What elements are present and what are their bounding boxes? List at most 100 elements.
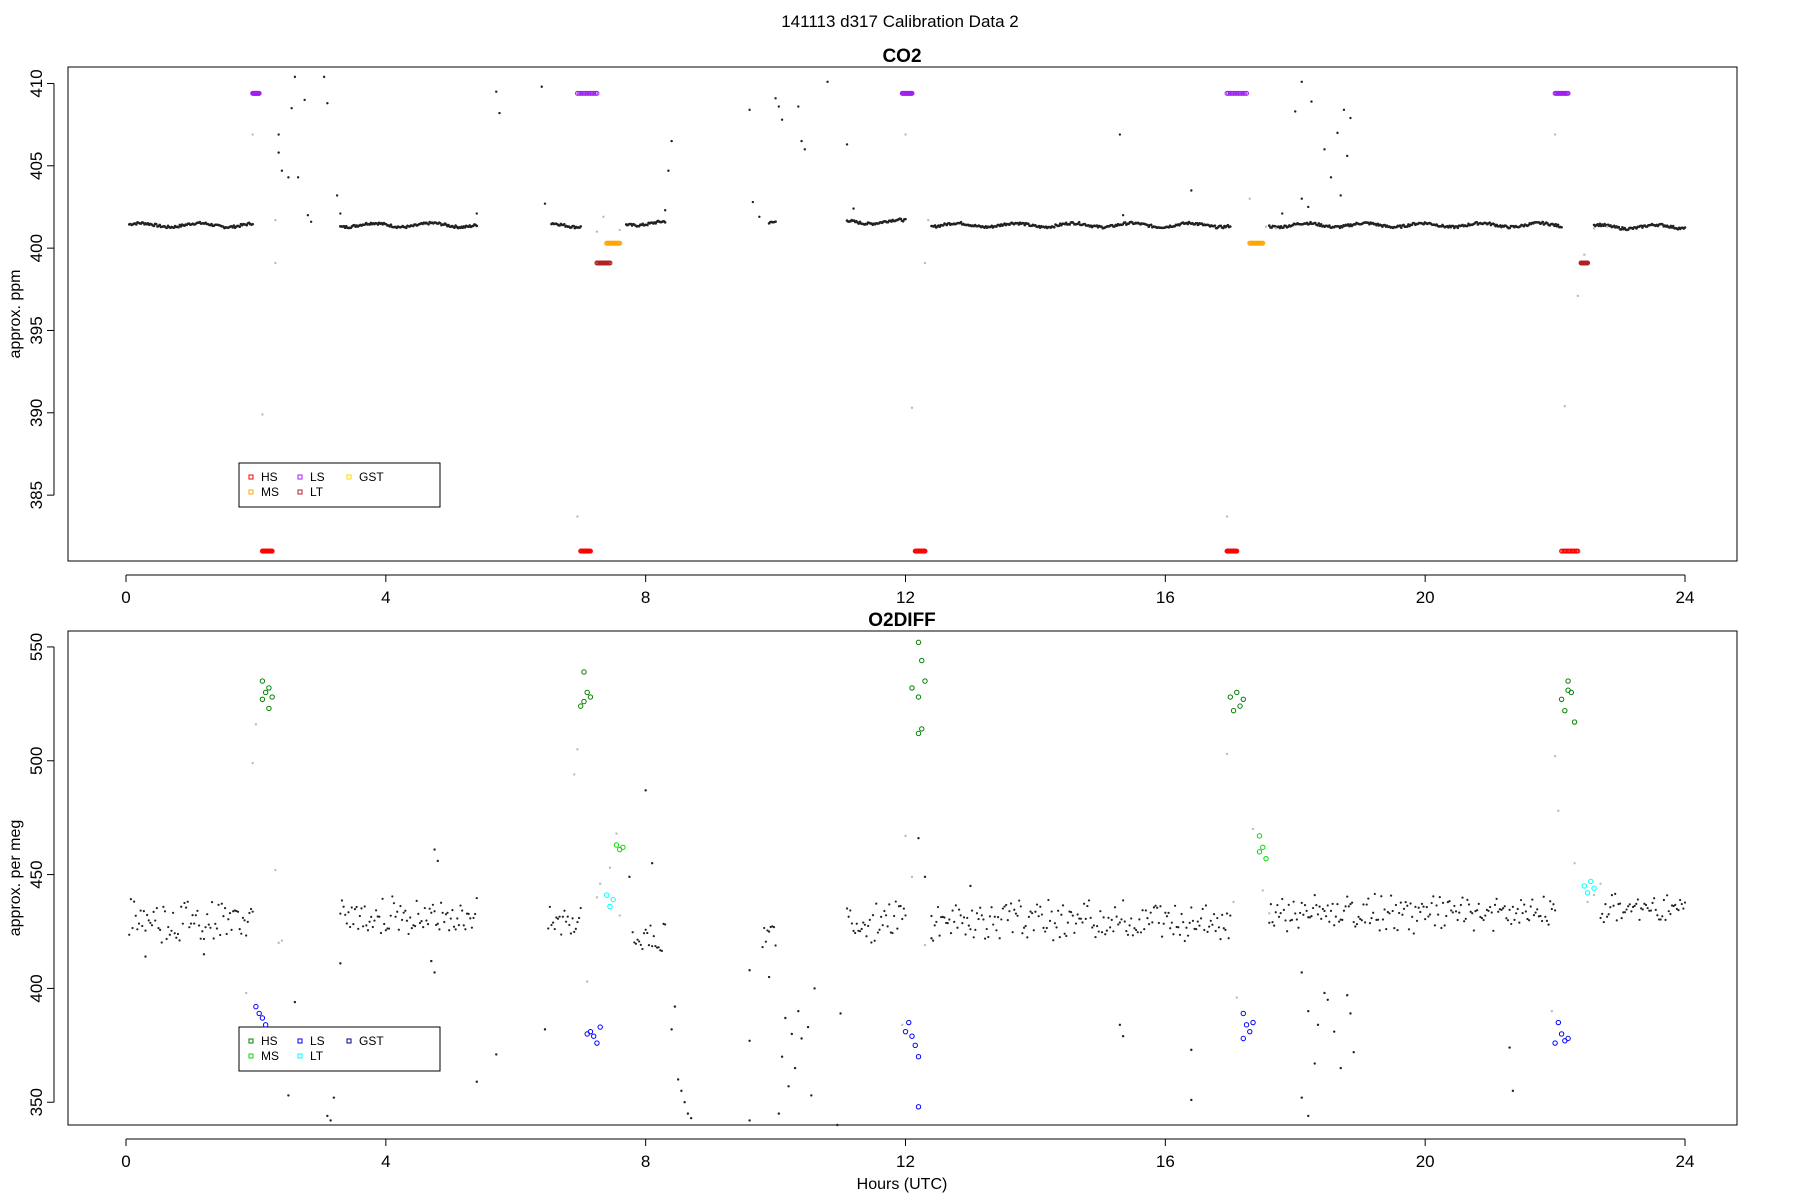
co2-data-point	[1281, 212, 1284, 215]
o2diff-data-point	[897, 905, 901, 908]
co2-cal-ls-point	[576, 90, 582, 96]
o2diff-data-point	[1199, 917, 1203, 920]
o2diff-data-point	[418, 921, 422, 925]
co2-data-point	[758, 215, 761, 219]
o2diff-data-point	[923, 875, 927, 879]
o2diff-data-point	[1547, 923, 1550, 926]
co2-data-point	[1329, 176, 1333, 179]
o2diff-data-point	[1295, 918, 1298, 921]
o2diff-data-point	[1008, 910, 1011, 913]
o2diff-data-point	[1389, 894, 1393, 897]
co2-data-point	[165, 226, 169, 230]
o2diff-data-point	[676, 1078, 680, 1081]
o2diff-data-point	[326, 1114, 329, 1118]
co2-transition-point	[1248, 197, 1251, 200]
o2diff-data-point	[543, 1028, 547, 1031]
o2diff-data-point	[1341, 918, 1344, 922]
co2-cal-ls-point	[1237, 90, 1243, 96]
co2-data-point	[1661, 223, 1664, 226]
o2diff-cal-ls-point	[909, 1033, 915, 1039]
o2diff-data-point	[155, 906, 158, 910]
o2diff-data-point	[990, 906, 993, 909]
o2diff-data-point	[1391, 909, 1394, 913]
o2diff-data-point	[1107, 916, 1110, 919]
co2-transition-point	[274, 261, 277, 265]
o2diff-y-tick-label: 450	[27, 860, 46, 888]
o2diff-data-point	[376, 915, 379, 918]
co2-y-tick-label: 395	[27, 316, 46, 344]
o2diff-cal-hs-point	[919, 726, 925, 732]
o2diff-data-point	[979, 906, 982, 909]
o2diff-data-point	[1638, 918, 1641, 921]
co2-data-point	[1300, 80, 1303, 84]
co2-data-point	[1349, 116, 1352, 120]
co2-legend-box	[238, 462, 441, 508]
o2diff-data-point	[1277, 915, 1281, 918]
co2-data-point	[439, 221, 442, 225]
o2diff-data-point	[1006, 919, 1009, 922]
o2diff-data-point	[1643, 902, 1646, 905]
o2diff-data-point	[139, 909, 142, 912]
o2diff-legend-label-lt: LT	[310, 1049, 324, 1063]
o2diff-data-point	[134, 914, 137, 917]
o2diff-data-point	[1542, 895, 1545, 898]
o2diff-data-point	[969, 928, 972, 931]
o2diff-data-point	[329, 1119, 332, 1122]
o2diff-data-point	[839, 1012, 842, 1015]
o2diff-data-point	[193, 922, 196, 925]
co2-data-point	[646, 223, 649, 227]
o2diff-data-point	[409, 916, 412, 919]
o2diff-data-point	[1334, 915, 1337, 918]
o2diff-data-point	[147, 919, 150, 922]
o2diff-cal-hs-point	[1227, 694, 1233, 700]
o2diff-data-point	[1300, 1096, 1303, 1099]
o2diff-data-point	[1032, 929, 1035, 932]
o2diff-data-point	[1110, 918, 1113, 921]
co2-cal-ls-point	[1226, 90, 1232, 96]
o2diff-data-point	[352, 923, 355, 926]
o2diff-legend-label-ms: MS	[261, 1049, 279, 1063]
o2diff-data-point	[210, 901, 214, 904]
co2-data-point	[1465, 224, 1469, 228]
o2diff-cal-ls-point	[1247, 1028, 1253, 1035]
o2diff-data-point	[1446, 901, 1450, 904]
o2diff-data-point	[576, 920, 579, 924]
o2diff-cal-ls-point	[1558, 1031, 1565, 1037]
o2diff-data-point	[1005, 903, 1008, 907]
o2diff-data-point	[573, 930, 576, 933]
o2diff-cal-ls-point	[1240, 1010, 1246, 1017]
o2diff-data-point	[240, 932, 243, 935]
o2diff-data-point	[201, 930, 204, 933]
o2diff-data-point	[1087, 899, 1091, 902]
o2diff-data-point	[243, 919, 246, 922]
o2diff-data-point	[548, 905, 551, 909]
o2diff-data-point	[680, 1089, 683, 1093]
o2diff-data-point	[1300, 971, 1303, 974]
o2diff-data-point	[1419, 910, 1422, 914]
o2diff-data-point	[370, 915, 373, 918]
co2-data-point	[1057, 224, 1061, 227]
o2diff-data-point	[1018, 899, 1021, 902]
o2diff-data-point	[430, 911, 433, 914]
o2diff-data-point	[1352, 1050, 1355, 1054]
o2diff-data-point	[1096, 925, 1099, 928]
o2diff-data-point	[1039, 905, 1042, 908]
o2diff-data-point	[764, 940, 767, 943]
co2-cal-ls-point	[1239, 90, 1245, 96]
o2diff-data-point	[1135, 928, 1138, 932]
o2diff-data-point	[1417, 906, 1420, 909]
o2diff-cal-ls-point	[1555, 1019, 1562, 1026]
o2diff-data-point	[1214, 929, 1217, 933]
co2-data-point	[1556, 223, 1560, 227]
o2diff-data-point	[932, 939, 935, 942]
o2diff-data-point	[1342, 909, 1346, 912]
o2diff-data-point	[1602, 920, 1605, 924]
o2diff-data-point	[865, 935, 868, 938]
o2diff-data-point	[1201, 907, 1204, 911]
o2diff-data-point	[800, 1037, 803, 1040]
co2-cal-ls-point	[587, 90, 593, 96]
o2diff-data-point	[1471, 912, 1474, 915]
o2diff-data-point	[813, 987, 816, 990]
o2diff-data-point	[1641, 908, 1644, 911]
